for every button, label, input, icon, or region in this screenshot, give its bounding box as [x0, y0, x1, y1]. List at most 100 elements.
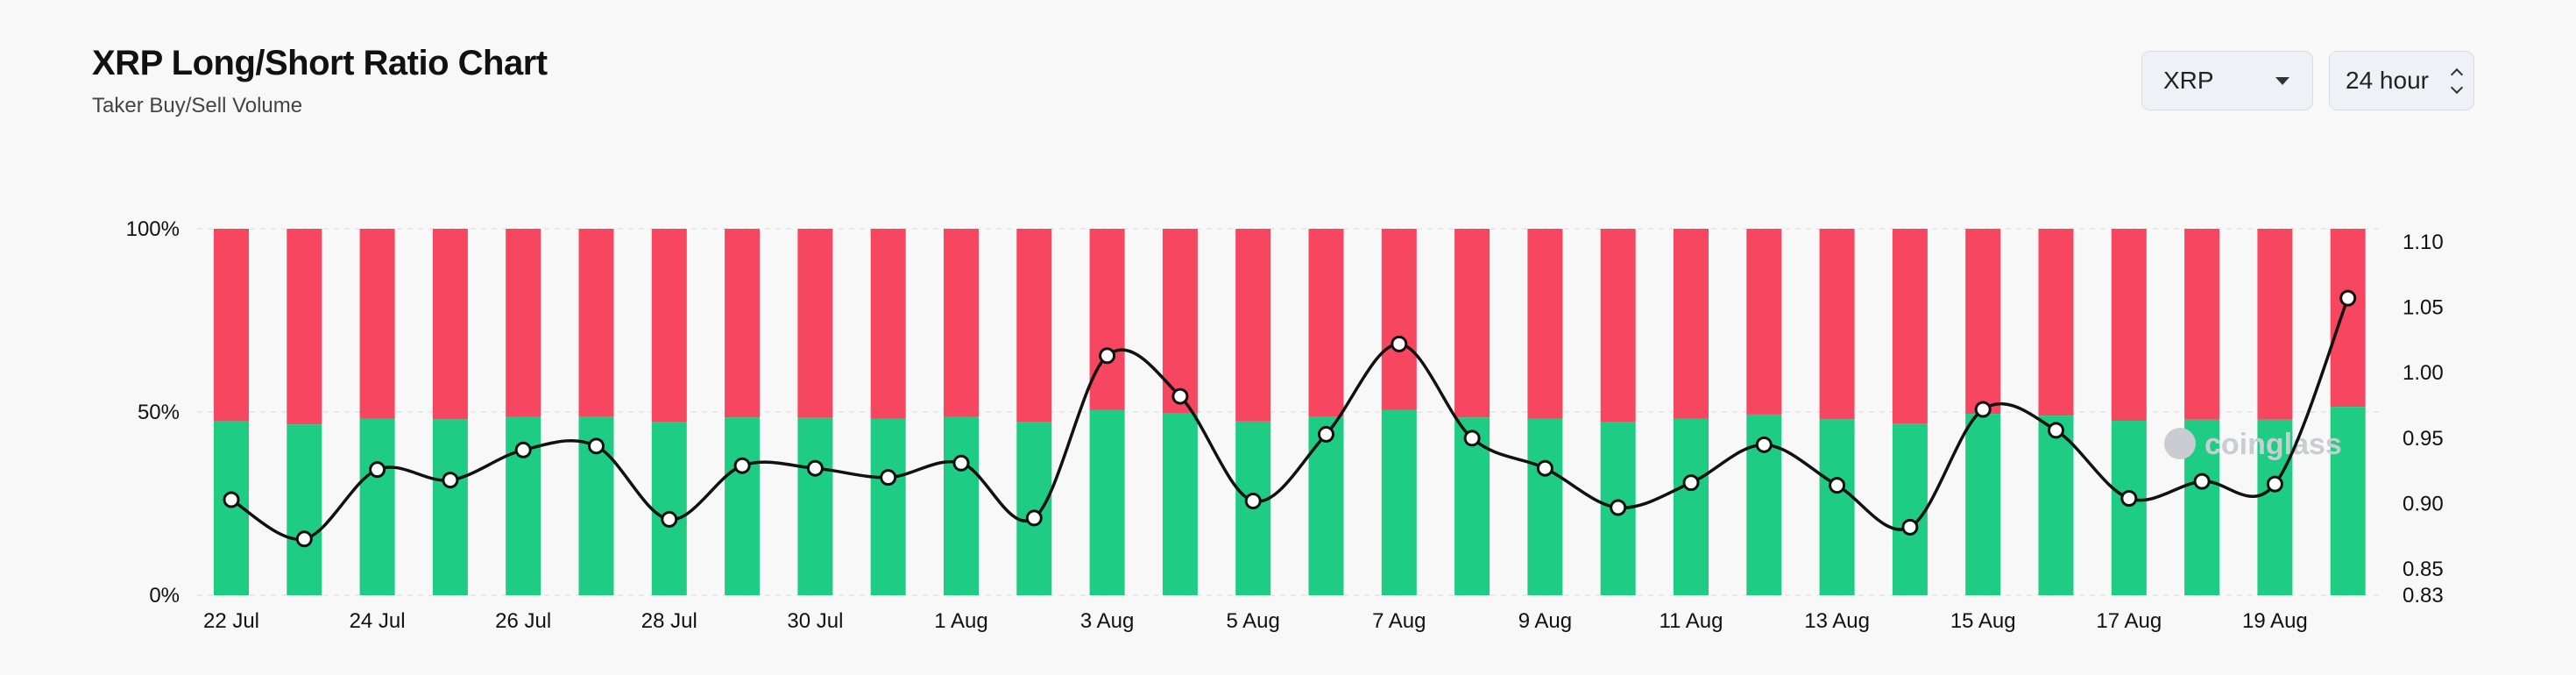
ratio-point: [1025, 509, 1043, 527]
ratio-point: [442, 472, 459, 489]
period-select[interactable]: 24 hour: [2329, 51, 2474, 110]
ratio-point: [2339, 289, 2357, 307]
long-bar: [870, 418, 906, 595]
short-bar: [651, 229, 687, 423]
x-tick-label: 3 Aug: [1080, 609, 1134, 633]
ratio-point: [2120, 490, 2138, 508]
x-tick-label: 11 Aug: [1660, 609, 1723, 633]
ratio-point: [1755, 436, 1773, 453]
short-bar: [1965, 229, 2001, 415]
long-bar: [2330, 407, 2366, 595]
x-tick-label: 1 Aug: [934, 609, 987, 633]
period-select-value: 24 hour: [2346, 67, 2429, 94]
short-bar: [944, 229, 979, 417]
ratio-point: [514, 441, 532, 458]
x-tick-label: 28 Jul: [641, 609, 697, 633]
ratio-point: [295, 530, 313, 548]
ratio-line: [223, 289, 2357, 548]
short-bar: [2330, 229, 2366, 408]
ratio-point: [1901, 518, 1919, 536]
ratio-point: [733, 457, 751, 474]
ratio-bars: [214, 229, 2366, 595]
x-tick-label: 17 Aug: [2096, 609, 2162, 633]
short-bar: [506, 229, 541, 417]
short-bar: [1600, 229, 1636, 423]
short-bar: [214, 229, 249, 422]
short-bar: [870, 229, 906, 419]
ratio-point: [2048, 422, 2064, 439]
y-right-tick-label: 0.95: [2403, 427, 2444, 451]
y-right-tick-label: 1.00: [2403, 361, 2444, 385]
ratio-point: [1318, 425, 1334, 443]
ratio-point: [588, 437, 605, 455]
x-tick-label: 9 Aug: [1518, 609, 1572, 633]
short-bar: [1235, 229, 1271, 422]
ratio-point: [1536, 459, 1553, 477]
x-tick-label: 13 Aug: [1804, 609, 1870, 633]
short-bar: [2038, 229, 2074, 416]
coin-select-value: XRP: [2163, 67, 2214, 94]
short-bar: [1162, 229, 1198, 414]
ratio-point: [1610, 499, 1627, 516]
long-bar: [1892, 423, 1928, 595]
y-left-tick-label: 50%: [138, 401, 180, 424]
short-bar: [1527, 229, 1563, 419]
ratio-point: [1974, 401, 1992, 418]
x-tick-label: 5 Aug: [1226, 609, 1279, 633]
short-bar: [287, 229, 322, 425]
y-right-tick-label: 0.85: [2403, 558, 2444, 581]
ratio-point: [2193, 472, 2211, 490]
ratio-point: [1244, 493, 1262, 510]
long-bar: [1162, 413, 1198, 595]
long-bar: [359, 418, 395, 595]
ratio-point: [1829, 477, 1846, 494]
x-tick-label: 22 Jul: [203, 609, 259, 633]
short-bar: [1819, 229, 1855, 420]
long-bar: [1381, 409, 1417, 595]
x-tick-label: 19 Aug: [2242, 609, 2308, 633]
y-left-tick-label: 0%: [149, 584, 180, 608]
x-tick-label: 30 Jul: [787, 609, 843, 633]
long-bar: [1089, 409, 1125, 595]
short-bar: [1381, 229, 1417, 410]
ratio-point: [880, 469, 897, 487]
ratio-point: [1682, 474, 1700, 492]
short-bar: [2257, 229, 2293, 420]
short-bar: [1454, 229, 1490, 418]
watermark-text: coinglass: [2204, 428, 2342, 461]
ratio-point: [952, 454, 970, 472]
y-left-tick-label: 100%: [126, 217, 180, 241]
x-tick-label: 26 Jul: [495, 609, 551, 633]
long-bar: [2111, 421, 2147, 595]
ratio-point: [2266, 475, 2283, 493]
short-bar: [2184, 229, 2220, 420]
grid-lines: [197, 228, 2383, 596]
y-right-tick-label: 1.10: [2403, 231, 2444, 254]
long-bar: [1819, 419, 1855, 595]
watermark-logo-icon: [2164, 428, 2196, 459]
ratio-point: [1099, 347, 1116, 365]
short-bar: [578, 229, 614, 417]
short-bar: [1089, 229, 1125, 410]
y-right-tick-label: 1.05: [2403, 296, 2444, 320]
coin-select[interactable]: XRP: [2141, 51, 2313, 110]
chart-axes: 0% 50% 100% 0.83 0.85 0.90 0.95 1.00 1.05 1.10 22 …: [126, 217, 2444, 633]
long-bar: [287, 424, 322, 595]
chart-title: XRP Long/Short Ratio Chart: [92, 44, 548, 82]
short-bar: [1016, 229, 1052, 423]
ratio-point: [1391, 335, 1408, 352]
chevron-down-icon: [2275, 76, 2289, 85]
x-tick-label: 24 Jul: [350, 609, 406, 633]
short-bar: [359, 229, 395, 419]
ratio-point: [223, 491, 240, 508]
chart-header: XRP Long/Short Ratio Chart Taker Buy/Sel…: [92, 42, 548, 119]
ratio-point: [806, 459, 824, 477]
ratio-point: [1463, 430, 1481, 447]
short-bar: [725, 229, 761, 418]
long-bar: [651, 422, 687, 595]
short-bar: [1674, 229, 1709, 419]
short-bar: [1308, 229, 1344, 417]
long-bar: [797, 417, 833, 595]
long-bar: [944, 416, 979, 595]
